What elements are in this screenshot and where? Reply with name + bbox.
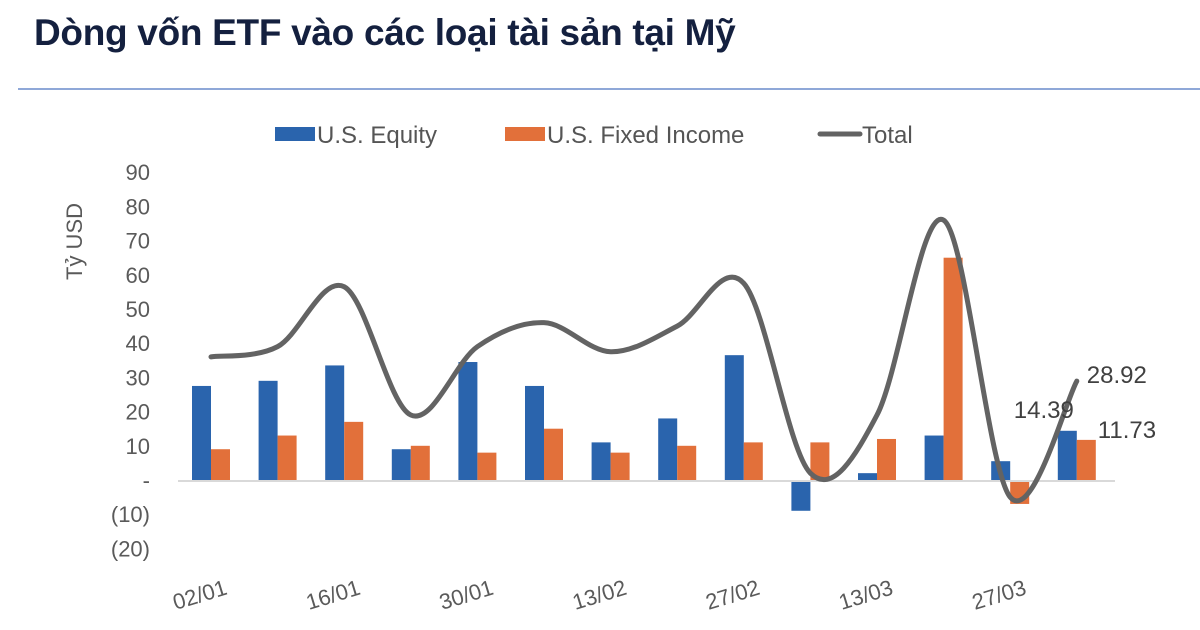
equity-bar	[658, 418, 678, 480]
x-tick-label: 16/01	[303, 575, 363, 615]
bar-series	[192, 257, 1096, 511]
x-tick-label: 13/03	[836, 575, 896, 615]
equity-bar	[1057, 430, 1077, 480]
equity-bar	[458, 362, 478, 480]
equity-data-label: 14.39	[1014, 397, 1074, 424]
y-tick-label: 80	[126, 194, 150, 219]
total-line-series	[208, 217, 1080, 504]
y-tick-label: 10	[126, 434, 150, 459]
y-axis-title: Tỷ USD	[62, 203, 87, 280]
fixed-income-bar	[477, 452, 497, 480]
equity-bar	[791, 480, 811, 511]
x-tick-label: 30/01	[436, 575, 496, 615]
legend-label: Total	[862, 122, 913, 149]
legend-label: U.S. Equity	[317, 122, 437, 149]
fixed-income-bar	[743, 442, 763, 480]
equity-bar	[724, 355, 744, 480]
fixed-income-bar	[877, 438, 896, 480]
fixed-income-bar	[211, 449, 230, 480]
equity-bar	[858, 473, 877, 480]
data-labels: 14.39 11.73 28.92	[1014, 362, 1156, 444]
y-tick-label: 40	[126, 331, 150, 356]
fixed-income-data-label: 11.73	[1098, 417, 1156, 444]
x-axis: 02/01 16/01 30/01 13/02 27/02 13/03 27/03	[170, 575, 1029, 615]
y-tick-label: (10)	[111, 502, 150, 527]
equity-bar	[325, 365, 345, 480]
x-tick-label: 02/01	[170, 575, 230, 615]
equity-bar	[192, 385, 211, 480]
fixed-income-bar	[544, 428, 563, 480]
fixed-income-bar	[810, 442, 830, 480]
equity-bar	[525, 385, 544, 480]
legend-label: U.S. Fixed Income	[547, 122, 744, 149]
legend-swatch	[275, 127, 315, 141]
y-tick-label: -	[143, 468, 150, 493]
y-axis: Tỷ USD 90 80 70 60 50 40 30 20 10 - (10) (20)	[62, 160, 150, 561]
fixed-income-bar	[677, 445, 697, 480]
fixed-income-bar	[344, 421, 364, 480]
fixed-income-bar	[610, 452, 630, 480]
equity-bar	[924, 435, 944, 480]
y-tick-label: 70	[126, 229, 150, 254]
y-tick-label: (20)	[111, 536, 150, 561]
y-tick-label: 30	[126, 365, 150, 390]
chart-legend: U.S. Equity U.S. Fixed Income Total	[275, 122, 913, 149]
fixed-income-bar	[410, 445, 430, 480]
y-tick-label: 20	[126, 400, 150, 425]
fixed-income-bar	[1076, 439, 1096, 480]
fixed-income-bar	[277, 435, 297, 480]
x-tick-label: 13/02	[569, 575, 629, 615]
y-tick-label: 50	[126, 297, 150, 322]
legend-total: Total	[817, 122, 913, 149]
title-divider	[18, 88, 1200, 90]
legend-equity: U.S. Equity	[275, 122, 437, 149]
equity-bar	[258, 380, 278, 480]
y-tick-label: 60	[126, 263, 150, 288]
y-tick-label: 90	[126, 160, 150, 185]
page-title: Dòng vốn ETF vào các loại tài sản tại Mỹ	[34, 12, 736, 53]
legend-swatch	[505, 127, 545, 141]
x-tick-label: 27/02	[703, 575, 763, 615]
legend-fixed-income: U.S. Fixed Income	[505, 122, 744, 149]
equity-bar	[591, 442, 611, 480]
x-tick-label: 27/03	[969, 575, 1029, 615]
fixed-income-bar	[943, 257, 963, 480]
total-data-label: 28.92	[1087, 362, 1147, 389]
equity-bar	[391, 449, 411, 480]
